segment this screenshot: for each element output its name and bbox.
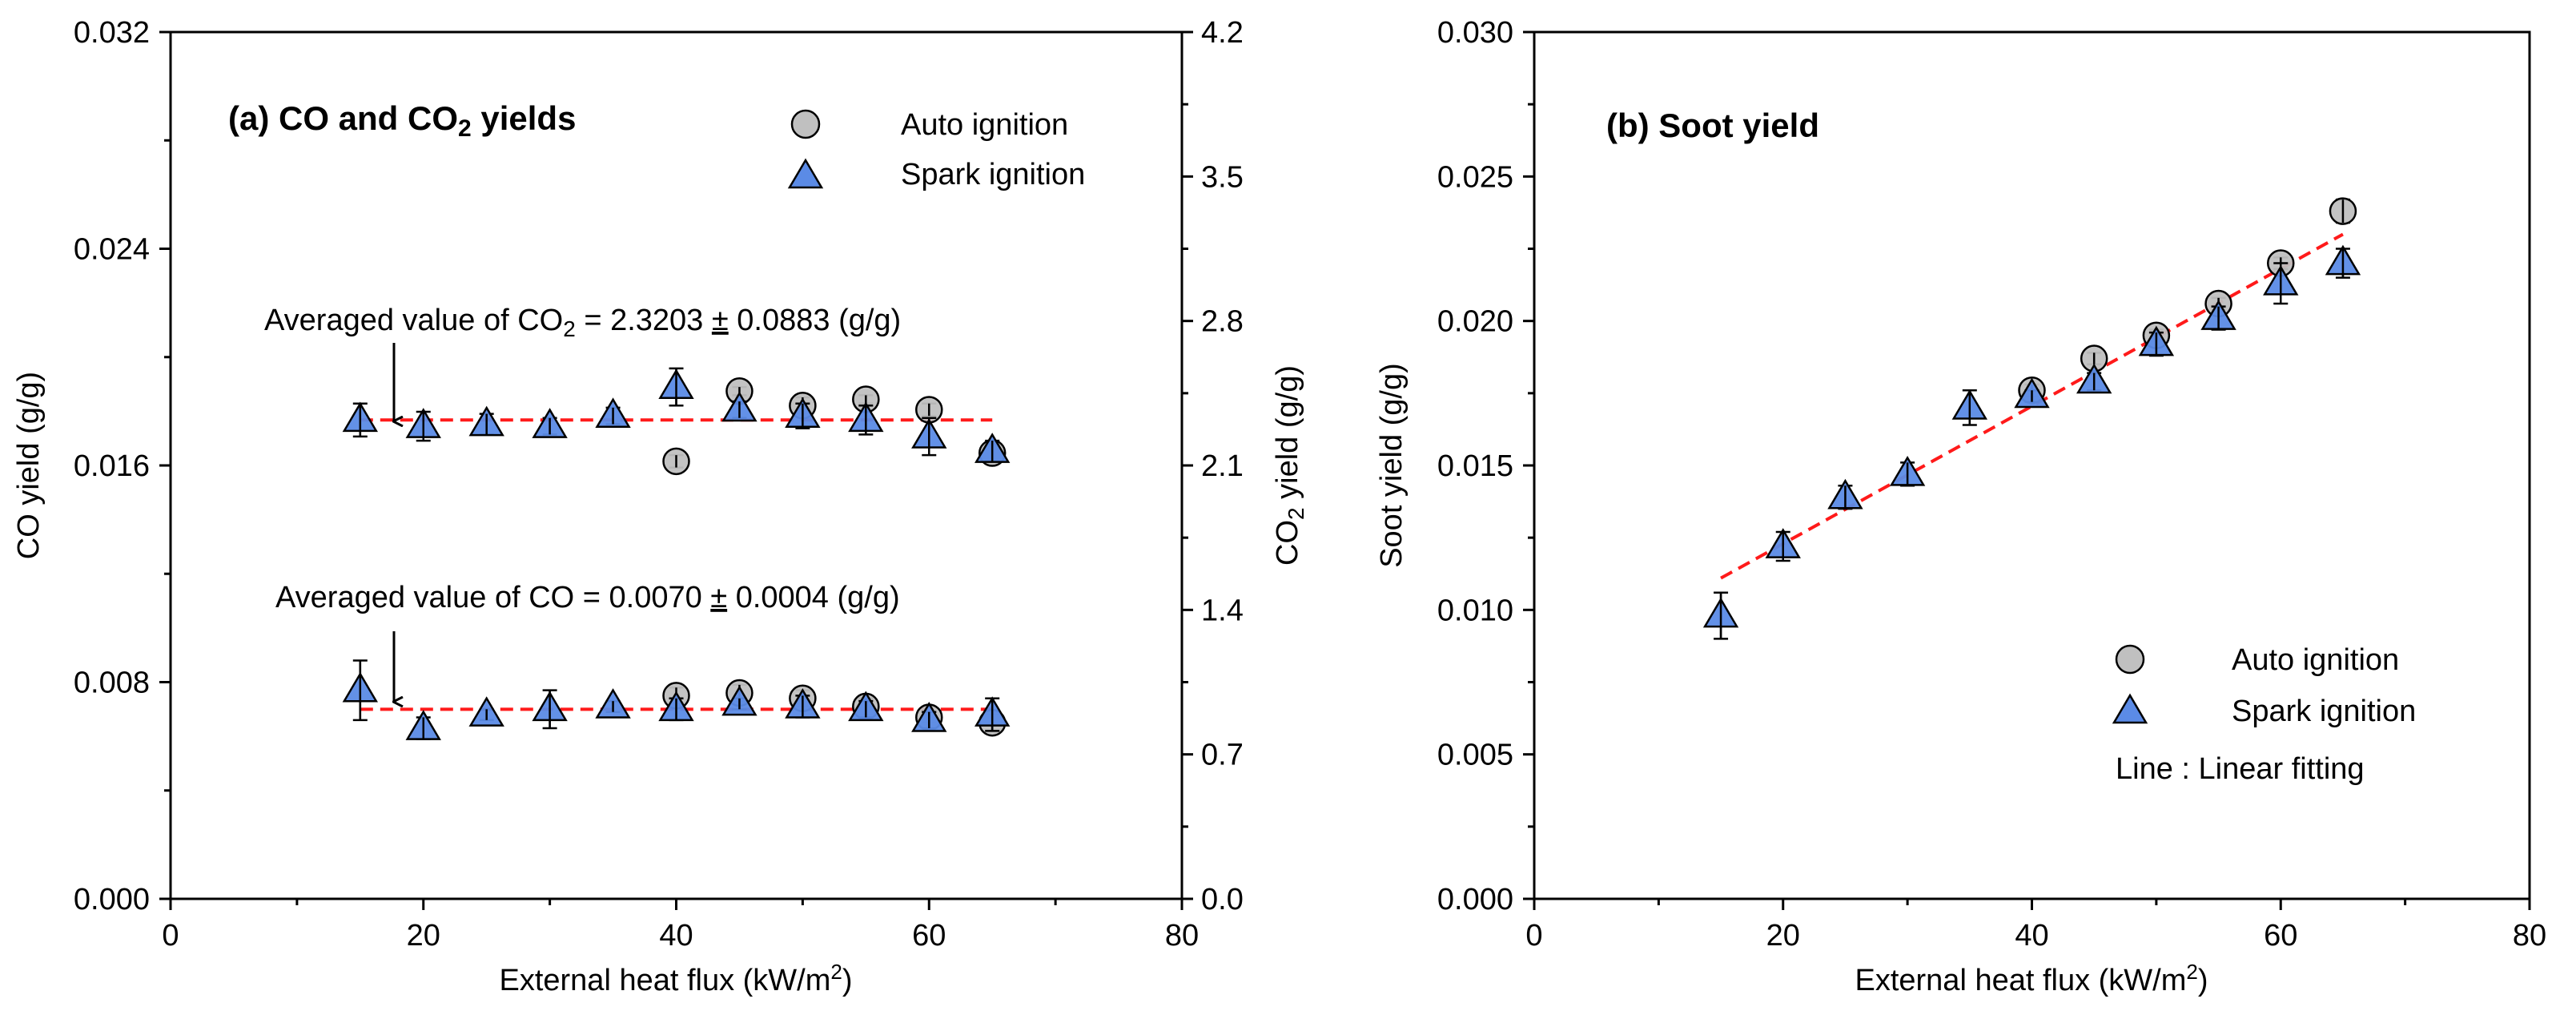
data-point: [785, 688, 821, 719]
x-tick-label: 80: [2513, 919, 2546, 953]
panel-a-annotation-co2: Averaged value of CO2 = 2.3203 ± 0.0883 …: [264, 304, 901, 341]
panel-b-legend-spark-marker: [2112, 693, 2148, 724]
x-tick-label: 60: [912, 919, 946, 953]
data-point: [595, 397, 631, 429]
panel-b-title: (b) Soot yield: [1606, 107, 1819, 144]
data-point: [1702, 591, 1739, 640]
y-tick-label: 0.010: [1437, 594, 1513, 627]
y-tick-label: 0.025: [1437, 160, 1513, 194]
data-point: [662, 447, 690, 476]
panel-b-points: [1702, 197, 2361, 640]
data-point: [2263, 262, 2299, 305]
y2-tick-label: 2.8: [1201, 305, 1244, 339]
data-point: [468, 696, 504, 727]
panel-b-legend-auto-marker: [2115, 644, 2145, 675]
data-point: [721, 391, 758, 422]
data-point: [532, 408, 568, 438]
panel-a-x-axis-label: External heat flux (kW/m2): [499, 960, 852, 997]
data-point: [1889, 455, 1926, 487]
data-point: [405, 710, 441, 740]
y-tick-label: 0.032: [74, 16, 150, 50]
data-point: [658, 367, 694, 407]
x-tick-label: 80: [1165, 919, 1199, 953]
y2-tick-label: 3.5: [1201, 160, 1244, 194]
data-point: [658, 691, 694, 722]
data-point: [405, 408, 441, 442]
x-tick-label: 40: [659, 919, 693, 953]
data-point: [848, 401, 884, 436]
data-point: [595, 688, 631, 719]
y2-tick-label: 4.2: [1201, 16, 1244, 50]
y-tick-label: 0.016: [74, 449, 150, 483]
panel-b-legend-note: Line : Linear fitting: [2116, 752, 2365, 786]
data-point: [2329, 197, 2357, 225]
data-point: [2076, 363, 2112, 394]
x-tick-label: 0: [1525, 919, 1542, 953]
x-tick-label: 40: [2015, 919, 2048, 953]
panel-a-annotation-co: Averaged value of CO = 0.0070 ± 0.0004 (…: [275, 581, 900, 614]
data-point: [2200, 300, 2236, 331]
data-point: [2138, 325, 2175, 357]
panel-a-legend-auto-marker: [790, 109, 821, 139]
panel-b-y-axis-label: Soot yield (g/g): [1375, 363, 1409, 568]
data-point: [1765, 528, 1801, 562]
data-point: [2325, 244, 2361, 279]
data-point: [1827, 478, 1863, 510]
panel-a-ticks: 0 20 40 60 80 0.000 0.008 0.016 0.024 0.032 0.0 0.7…: [74, 16, 1244, 953]
data-point: [2080, 344, 2108, 373]
panel-b-x-axis-label: External heat flux (kW/m2): [1855, 960, 2208, 997]
panel-b-legend-spark-label: Spark ignition: [2232, 695, 2416, 728]
y-tick-label: 0.000: [74, 883, 150, 916]
data-point: [848, 691, 884, 722]
data-point: [721, 685, 758, 716]
y2-tick-label: 1.4: [1201, 594, 1244, 627]
panel-b-ticks: 0 20 40 60 80 0.000 0.005 0.010 0.015 0.020 0.025 0…: [1437, 16, 2546, 953]
x-tick-label: 20: [1766, 919, 1800, 953]
panel-b-legend: Auto ignition Spark ignition Line : Line…: [2112, 643, 2416, 786]
panel-a-y-axis-label: CO yield (g/g): [12, 372, 46, 559]
y-tick-label: 0.030: [1437, 16, 1513, 50]
panel-a-legend-spark-marker: [787, 158, 824, 189]
panel-a: 0 20 40 60 80 0.000 0.008 0.016 0.024 0.032 0.0 0.7…: [12, 16, 1308, 997]
panel-b: 0 20 40 60 80 0.000 0.005 0.010 0.015 0.020 0.025 0…: [1375, 16, 2546, 997]
y-tick-label: 0.015: [1437, 449, 1513, 483]
data-point: [975, 433, 1011, 463]
data-point: [911, 701, 947, 732]
x-tick-label: 60: [2264, 919, 2297, 953]
data-point: [2014, 377, 2050, 409]
panel-a-legend-spark-label: Spark ignition: [901, 158, 1085, 191]
data-point: [342, 659, 378, 722]
fit-line: [1720, 232, 2344, 580]
panel-a-fits: [360, 418, 993, 711]
panel-a-title: (a) CO and CO2 yields: [228, 99, 576, 142]
y2-tick-label: 2.1: [1201, 449, 1244, 483]
data-point: [1951, 389, 1987, 426]
panel-a-y2-axis-label: CO2 yield (g/g): [1271, 365, 1308, 566]
y-tick-label: 0.020: [1437, 305, 1513, 339]
data-point: [532, 689, 568, 730]
panel-a-points: [342, 367, 1011, 740]
x-tick-label: 0: [162, 919, 179, 953]
data-point: [975, 696, 1011, 732]
data-point: [468, 405, 504, 437]
y2-tick-label: 0.7: [1201, 739, 1244, 772]
panel-b-plot-frame: [1533, 30, 2531, 900]
panel-a-legend: Auto ignition Spark ignition: [787, 108, 1085, 191]
panel-a-legend-auto-label: Auto ignition: [901, 108, 1068, 142]
data-point: [785, 397, 821, 429]
panel-b-legend-auto-label: Auto ignition: [2232, 643, 2399, 677]
data-point: [342, 401, 378, 438]
panel-b-fits: [1720, 232, 2344, 580]
data-point: [915, 396, 943, 424]
data-point: [911, 417, 947, 457]
x-tick-label: 20: [407, 919, 440, 953]
y-tick-label: 0.000: [1437, 883, 1513, 916]
y-tick-label: 0.005: [1437, 739, 1513, 772]
y-tick-label: 0.008: [74, 667, 150, 700]
y-tick-label: 0.024: [74, 233, 150, 267]
y2-tick-label: 0.0: [1201, 883, 1244, 916]
